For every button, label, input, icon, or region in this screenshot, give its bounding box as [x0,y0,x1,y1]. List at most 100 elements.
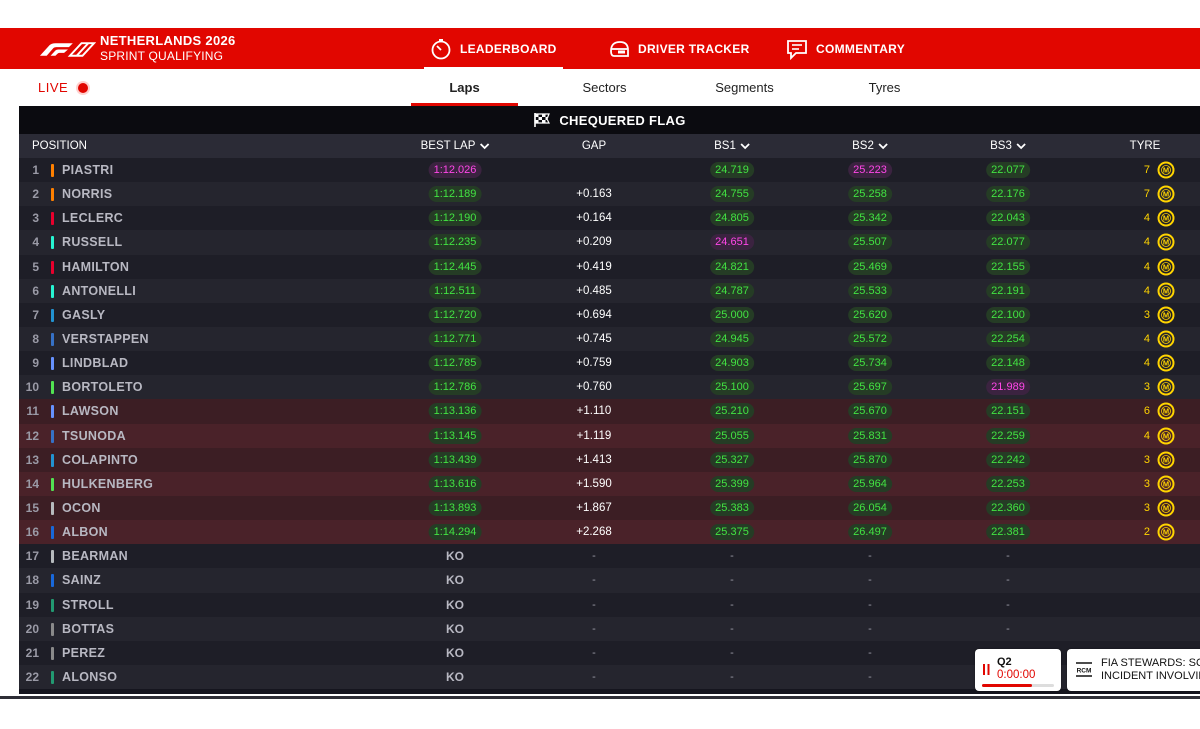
tab-segments[interactable]: Segments [691,69,798,106]
column-label: TYRE [1129,140,1161,152]
gap-value: +0.485 [576,284,612,297]
race-control-message-line: FIA STEWARDS: SQ2 [1101,657,1200,669]
table-row[interactable]: 12 TSUNODA 1:13.145 +1.119 25.055 25.831 22.25… [19,423,1200,448]
column-label: BEST LAP [420,140,476,152]
stopwatch-icon [430,38,452,60]
column-bs3[interactable]: BS3 [990,134,1026,158]
session-time: 0:00:00 [997,669,1036,681]
tyre-age: 4 [1143,429,1150,442]
app-header: NETHERLANDS 2026 SPRINT QUALIFYING LEADE… [0,28,1200,71]
table-row[interactable]: 10 BORTOLETO 1:12.786 +0.760 25.100 25.697 21.… [19,375,1200,400]
bs1: - [730,622,734,635]
driver-name: HULKENBERG [62,476,154,491]
gap-cell: +1.590 [576,472,612,496]
nav-tab-leaderboard[interactable]: LEADERBOARD [424,28,563,71]
tab-laps[interactable]: Laps [411,69,518,106]
column-bs2[interactable]: BS2 [852,134,888,158]
bs2: 25.572 [848,331,892,348]
bs1-cell: - [730,617,734,641]
driver-name: SAINZ [62,573,101,588]
table-row[interactable]: 5 HAMILTON 1:12.445 +0.419 24.821 25.469 22.15… [19,254,1200,279]
table-row[interactable]: 18 SAINZ KO - - - - [19,568,1200,593]
position-number: 3 [32,211,39,226]
bs1: 24.719 [710,162,754,179]
best-lap: KO [446,549,464,564]
svg-text:M: M [1163,190,1169,199]
session-part-label: Q2 [997,656,1012,668]
position-number: 12 [25,428,39,443]
bs2: 25.620 [848,306,892,323]
team-color-bar [51,598,54,612]
table-row[interactable]: 8 VERSTAPPEN 1:12.771 +0.745 24.945 25.572 22.… [19,326,1200,352]
bs2: - [868,671,872,684]
bs3-cell: 22.155 [986,255,1030,279]
gap-value: +0.164 [576,212,612,225]
gap-cell: +0.745 [576,327,612,351]
nav-tab-commentary[interactable]: COMMENTARY [786,28,905,69]
divider [0,696,1200,699]
gap-value: - [592,622,596,635]
table-row[interactable]: 11 LAWSON 1:13.136 +1.110 25.210 25.670 22.151… [19,399,1200,424]
driver-name: NORRIS [62,187,113,202]
live-label: LIVE [38,80,69,95]
best-lap-cell: 1:12.511 [428,279,482,303]
gap-value: +0.694 [576,308,612,321]
bs3-cell: 22.100 [986,303,1030,327]
live-indicator: LIVE [38,69,89,106]
bs2-cell: 25.533 [848,279,892,303]
table-row[interactable]: 19 STROLL KO - - - - [19,592,1200,617]
race-control-message-card[interactable]: RCM FIA STEWARDS: SQ2 INCIDENT INVOLVING [1067,649,1200,691]
table-row[interactable]: 2 NORRIS 1:12.189 +0.163 24.755 25.258 22.176 7… [19,182,1200,207]
column-best-lap[interactable]: BEST LAP [421,134,490,158]
table-row[interactable]: 13 COLAPINTO 1:13.439 +1.413 25.327 25.870 22.… [19,447,1200,472]
bs2: 25.734 [848,355,892,372]
sub-navigation: LIVE Laps Sectors Segments Tyres [0,69,1200,106]
table-row[interactable]: 7 GASLY 1:12.720 +0.694 25.000 25.620 22.100 3 M [19,302,1200,327]
table-row[interactable]: 14 HULKENBERG 1:13.616 +1.590 25.399 25.964 22… [19,471,1200,496]
driver-name: LINDBLAD [62,356,129,371]
chequered-flag-icon [533,112,551,128]
gap-value: +1.119 [576,429,612,442]
tyre-age: 6 [1143,405,1150,418]
table-row[interactable]: 3 LECLERC 1:12.190 +0.164 24.805 25.342 22.043… [19,206,1200,231]
table-row[interactable]: 4 RUSSELL 1:12.235 +0.209 24.651 25.507 22.077… [19,230,1200,255]
table-row[interactable]: 9 LINDBLAD 1:12.785 +0.759 24.903 25.734 22.14… [19,351,1200,376]
tab-label: Sectors [582,80,627,95]
column-bs1[interactable]: BS1 [714,134,750,158]
column-label: BS2 [852,140,874,152]
bs2: 26.497 [848,524,892,541]
column-position: POSITION [32,134,87,158]
bs3-cell: - [1006,593,1010,617]
table-row[interactable]: 16 ALBON 1:14.294 +2.268 25.375 26.497 22.381 2… [19,520,1200,545]
table-row[interactable]: 6 ANTONELLI 1:12.511 +0.485 24.787 25.533 22.1… [19,278,1200,303]
bs2-cell: - [868,568,872,592]
bs3: 22.253 [986,475,1030,492]
bs3: - [1006,622,1010,635]
svg-text:M: M [1163,383,1169,392]
tab-sectors[interactable]: Sectors [551,69,658,106]
gap-value: - [592,598,596,611]
position-number: 20 [25,621,39,636]
gap-value: - [592,574,596,587]
nav-tab-driver-tracker[interactable]: DRIVER TRACKER [608,28,750,69]
gap-value: +1.867 [576,502,612,515]
tyre-age: 3 [1143,477,1150,490]
best-lap-cell: KO [446,568,464,592]
session-timer-card[interactable]: Q2 0:00:00 [975,649,1061,691]
tyre-age: 7 [1143,188,1150,201]
gap-cell: +0.485 [576,279,612,303]
table-row[interactable]: 1 PIASTRI 1:12.026 24.719 25.223 22.077 7 M [19,158,1200,183]
bs2: - [868,598,872,611]
bs2-cell: 25.572 [848,327,892,351]
table-row[interactable]: 20 BOTTAS KO - - - - [19,616,1200,641]
medium-tyre-icon: M [1157,354,1175,372]
team-color-bar [51,622,54,636]
medium-tyre-icon: M [1157,258,1175,276]
table-row[interactable]: 17 BEARMAN KO - - - - [19,544,1200,569]
bs2-cell: 26.497 [848,520,892,544]
tab-tyres[interactable]: Tyres [831,69,938,106]
column-gap: GAP [582,134,606,158]
table-row[interactable]: 15 OCON 1:13.893 +1.867 25.383 26.054 22.360 3 M [19,495,1200,521]
